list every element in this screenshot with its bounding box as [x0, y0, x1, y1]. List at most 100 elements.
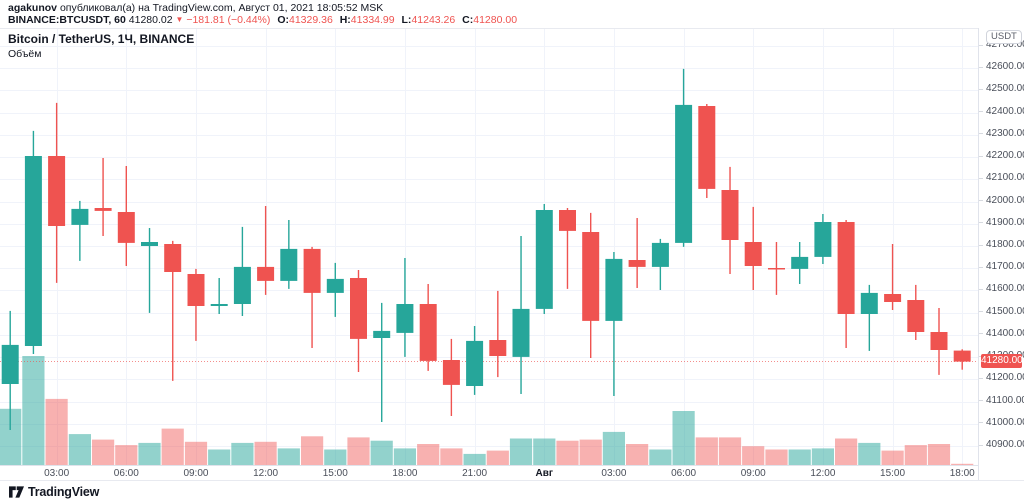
- volume-bar: [695, 437, 718, 466]
- time-axis-label: 15:00: [880, 468, 906, 479]
- price-axis-label: 41100.00: [986, 394, 1024, 406]
- candle-body: [164, 244, 182, 272]
- candle-body: [187, 274, 205, 306]
- candle-body: [860, 292, 878, 314]
- volume-bar: [533, 438, 556, 466]
- volume-bar: [68, 434, 91, 466]
- volume-bar: [161, 428, 184, 466]
- candle-body: [326, 278, 344, 293]
- volume-bar: [115, 445, 138, 466]
- price-axis-tickmark: [979, 222, 983, 224]
- volume-bar: [742, 446, 765, 466]
- candle-body: [582, 232, 600, 321]
- volume-bar: [254, 441, 277, 466]
- volume-bar: [951, 463, 974, 466]
- candle-body: [535, 210, 553, 309]
- candle-body: [141, 242, 158, 246]
- volume-bar: [649, 449, 672, 466]
- currency-badge: USDT: [986, 30, 1022, 44]
- volume-bar: [858, 442, 881, 466]
- time-axis-label: 18:00: [392, 468, 418, 479]
- volume-bar: [672, 411, 695, 466]
- volume-bar: [208, 449, 231, 466]
- candle-body: [744, 242, 762, 266]
- volume-bar: [22, 356, 45, 466]
- price-axis-label: 41900.00: [986, 216, 1024, 228]
- time-axis-label: 18:00: [949, 468, 975, 479]
- volume-bar: [811, 448, 834, 466]
- price-axis-label: 42000.00: [986, 194, 1024, 206]
- candle-body: [651, 242, 669, 267]
- candle-body: [466, 340, 484, 386]
- tradingview-logo[interactable]: TradingView: [9, 485, 99, 499]
- volume-bar: [788, 449, 811, 466]
- time-axis-label: 09:00: [740, 468, 766, 479]
- candle-body: [930, 332, 948, 350]
- symbol-label: BINANCE:BTCUSDT, 60: [8, 13, 126, 26]
- footer: TradingView: [0, 480, 1024, 502]
- time-axis-label: 12:00: [810, 468, 836, 479]
- volume-bar: [347, 437, 370, 466]
- price-axis-label: 41500.00: [986, 305, 1024, 317]
- candle-body: [94, 208, 112, 211]
- time-axis-label: Авг: [535, 468, 554, 479]
- candle-body: [953, 350, 971, 362]
- candle-body: [303, 248, 321, 293]
- tradingview-mark-icon: [9, 486, 24, 498]
- price-axis-label: 40900.00: [986, 439, 1024, 450]
- close-label: C:: [462, 13, 474, 26]
- volume-bar: [835, 438, 858, 466]
- time-axis-label: 21:00: [462, 468, 488, 479]
- high-label: H:: [339, 13, 351, 26]
- publish-text: опубликовал(а) на TradingView.com, Авгус…: [59, 2, 384, 14]
- candle-body: [48, 156, 66, 226]
- candle-body: [419, 304, 437, 361]
- high-value: 41334.99: [350, 13, 395, 26]
- volume-indicator-label: Объём: [8, 48, 42, 60]
- price-axis-tickmark: [979, 133, 983, 135]
- price-axis-label: 42200.00: [986, 150, 1024, 162]
- volume-bar: [184, 441, 208, 466]
- open-value: 41329.36: [288, 13, 333, 26]
- volume-bar: [904, 445, 927, 466]
- candle-body: [373, 330, 391, 338]
- symbol-title: Bitcoin / TetherUS, 1Ч, BINANCE: [8, 32, 195, 46]
- price-axis-label: 42500.00: [986, 83, 1024, 95]
- price-axis-tickmark: [979, 44, 983, 46]
- volume-bar: [579, 439, 602, 466]
- candle-body: [605, 258, 623, 321]
- candle-body: [837, 222, 855, 314]
- volume-bar: [231, 442, 254, 466]
- price-axis-tickmark: [979, 155, 983, 157]
- chart-legend: Bitcoin / TetherUS, 1Ч, BINANCE Объём: [8, 32, 194, 60]
- open-label: O:: [277, 13, 289, 26]
- volume-bar: [393, 448, 416, 466]
- candlestick-chart[interactable]: [0, 29, 978, 466]
- candle-body: [233, 266, 251, 304]
- chart-pane[interactable]: Bitcoin / TetherUS, 1Ч, BINANCE Объём: [0, 28, 978, 466]
- low-label: L:: [401, 13, 412, 26]
- candle-body: [628, 260, 646, 267]
- current-price-badge: 41280.00: [981, 353, 1023, 368]
- volume-bar: [277, 448, 300, 466]
- candle-body: [721, 190, 739, 240]
- volume-bar: [463, 453, 486, 466]
- time-axis[interactable]: 03:00 06:00 09:00 12:00 15:00 18:00 21:00 Авг 03…: [0, 465, 978, 480]
- price-axis[interactable]: USDT 41280.00 42700.00 42600.00 42500.00 42…: [978, 28, 1024, 480]
- price-axis-tickmark: [979, 311, 983, 313]
- time-axis-label: 03:00: [44, 468, 70, 479]
- price-change: −181.81 (−0.44%): [186, 13, 271, 26]
- time-axis-label: 03:00: [601, 468, 627, 479]
- candle-body: [512, 308, 530, 357]
- candle-body: [71, 208, 89, 225]
- price-axis-tickmark: [979, 288, 983, 290]
- price-axis-tickmark: [979, 266, 983, 268]
- price-axis-tickmark: [979, 88, 983, 90]
- time-axis-label: 15:00: [322, 468, 348, 479]
- candle-body: [768, 268, 785, 270]
- price-axis-label: 41200.00: [986, 372, 1024, 384]
- volume-bar: [881, 450, 904, 466]
- volume-bar: [927, 444, 951, 466]
- volume-bar: [138, 442, 161, 466]
- price-axis-tickmark: [979, 66, 983, 68]
